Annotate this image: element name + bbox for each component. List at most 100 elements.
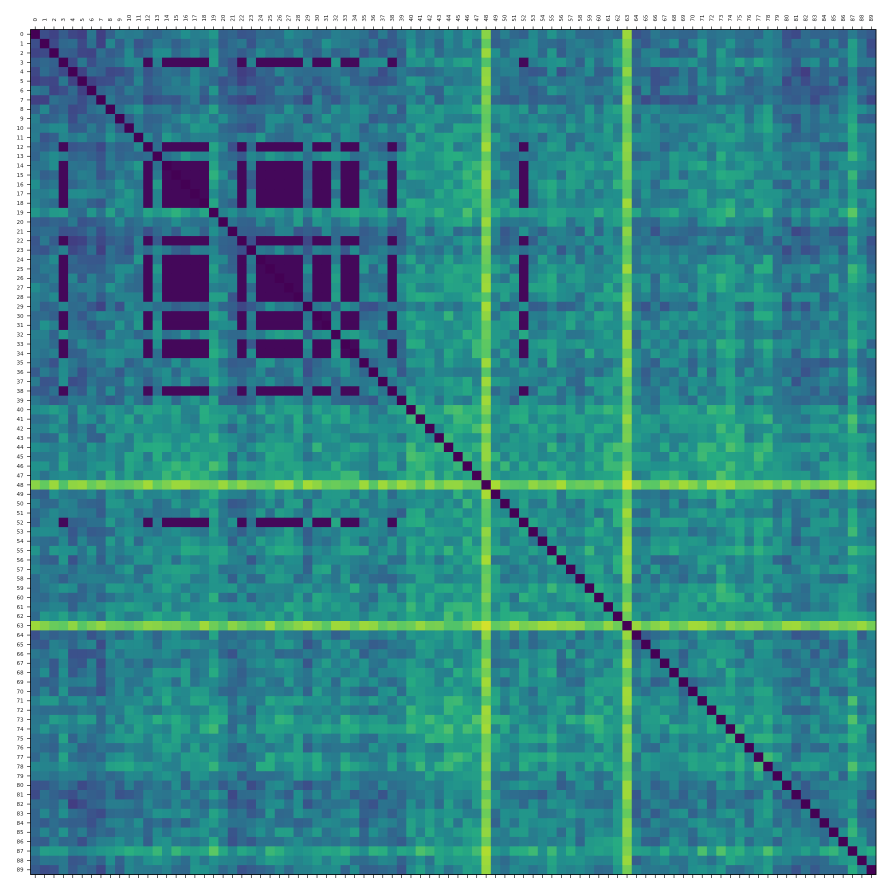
heatmap-cell (190, 442, 200, 453)
heatmap-cell (434, 57, 445, 68)
heatmap-cell (359, 395, 370, 406)
heatmap-cell (819, 461, 830, 472)
heatmap-cell (763, 132, 774, 143)
heatmap-cell (490, 198, 501, 209)
heatmap-cell (274, 329, 285, 340)
heatmap-cell (443, 85, 454, 96)
heatmap-cell (772, 170, 783, 181)
heatmap-cell (368, 132, 379, 143)
heatmap-cell (133, 104, 144, 115)
heatmap-cell (293, 142, 304, 152)
heatmap-cell (39, 254, 50, 265)
heatmap-cell (565, 292, 576, 303)
heatmap-cell (791, 245, 802, 256)
heatmap-cell (481, 189, 492, 199)
heatmap-cell (847, 470, 858, 481)
heatmap-cell (519, 405, 529, 415)
heatmap-cell (274, 292, 285, 303)
heatmap-cell (208, 367, 219, 378)
heatmap-cell (622, 57, 633, 68)
heatmap-cell (77, 226, 88, 237)
heatmap-cell (509, 367, 520, 378)
heatmap-cell (537, 217, 548, 228)
heatmap-cell (208, 264, 219, 275)
heatmap-cell (678, 48, 689, 59)
heatmap-cell (190, 358, 200, 368)
heatmap-cell (584, 132, 595, 143)
heatmap-cell (162, 508, 172, 519)
heatmap-cell (349, 498, 360, 509)
heatmap-cell (406, 57, 417, 68)
heatmap-cell (152, 527, 163, 537)
heatmap-cell (387, 536, 398, 547)
heatmap-cell (782, 517, 792, 528)
heatmap-cell (321, 207, 332, 218)
heatmap-cell (575, 470, 586, 481)
heatmap-cell (678, 245, 689, 256)
heatmap-cell (631, 29, 642, 40)
heatmap-cell (829, 498, 839, 509)
heatmap-cell (528, 207, 539, 218)
heatmap-cell (782, 320, 792, 331)
heatmap-cell (321, 254, 332, 265)
heatmap-cell (716, 395, 727, 406)
heatmap-cell (312, 151, 323, 162)
heatmap-cell (519, 142, 529, 152)
heatmap-cell (772, 207, 783, 218)
heatmap-cell (744, 386, 755, 397)
heatmap-cell (500, 48, 511, 59)
heatmap-cell (39, 132, 50, 143)
heatmap-cell (124, 226, 135, 237)
heatmap-cell (472, 320, 482, 331)
heatmap-cell (819, 452, 830, 462)
heatmap-cell (190, 189, 200, 199)
heatmap-cell (274, 160, 285, 171)
heatmap-cell (716, 367, 727, 378)
heatmap-cell (359, 358, 370, 368)
heatmap-cell (199, 527, 210, 537)
heatmap-cell (86, 301, 97, 312)
heatmap-cell (547, 376, 557, 387)
heatmap-cell (688, 527, 698, 537)
heatmap-cell (462, 29, 473, 40)
heatmap-cell (378, 114, 388, 124)
heatmap-cell (39, 85, 50, 96)
heatmap-cell (68, 311, 78, 321)
heatmap-cell (584, 367, 595, 378)
heatmap-cell (791, 76, 802, 87)
heatmap-cell (810, 329, 821, 340)
heatmap-cell (594, 320, 604, 331)
heatmap-cell (152, 386, 163, 397)
heatmap-cell (105, 207, 116, 218)
heatmap-cell (331, 95, 341, 106)
heatmap-cell (744, 395, 755, 406)
heatmap-cell (180, 339, 191, 350)
heatmap-cell (321, 57, 332, 68)
heatmap-cell (697, 132, 708, 143)
heatmap-cell (603, 358, 614, 368)
heatmap-cell (603, 283, 614, 293)
heatmap-cell (237, 489, 247, 500)
heatmap-cell (490, 48, 501, 59)
heatmap-cell (349, 160, 360, 171)
heatmap-cell (312, 38, 323, 49)
heatmap-cell (565, 301, 576, 312)
heatmap-cell (143, 517, 154, 528)
heatmap-cell (537, 264, 548, 275)
heatmap-cell (716, 217, 727, 228)
heatmap-cell (208, 395, 219, 406)
heatmap-cell (462, 160, 473, 171)
heatmap-cell (481, 217, 492, 228)
heatmap-cell (857, 480, 867, 490)
heatmap-cell (162, 480, 172, 490)
heatmap-cell (180, 405, 191, 415)
heatmap-cell (396, 217, 407, 228)
heatmap-cell (706, 348, 717, 359)
heatmap-cell (265, 198, 276, 209)
heatmap-cell (631, 236, 642, 246)
heatmap-cell (171, 536, 182, 547)
heatmap-cell (819, 414, 830, 425)
heatmap-cell (565, 367, 576, 378)
heatmap-cell (425, 339, 435, 350)
heatmap-cell (434, 301, 445, 312)
